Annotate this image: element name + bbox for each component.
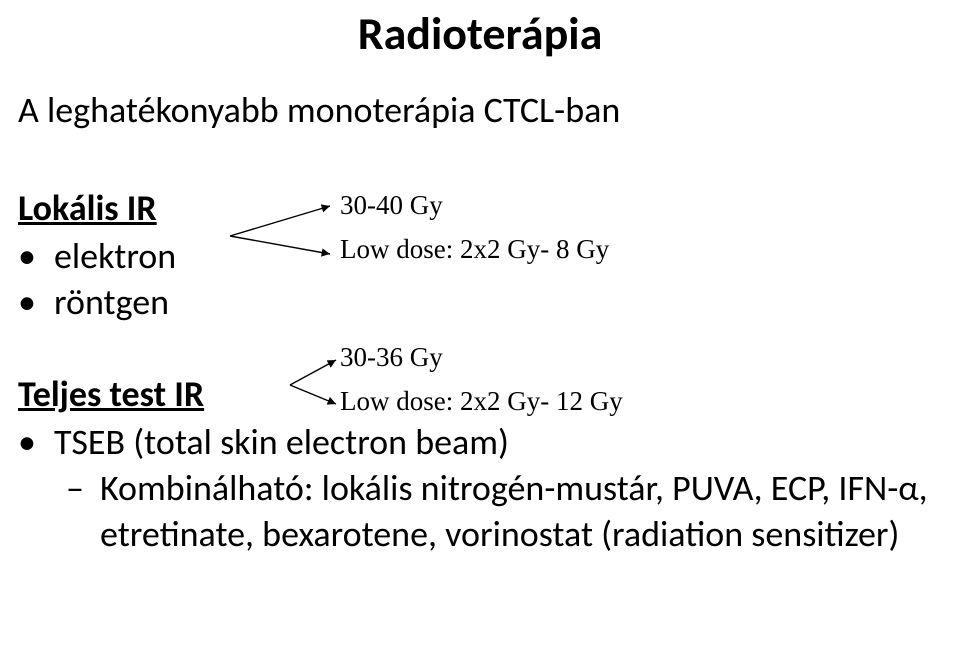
dash-icon: – [66, 466, 100, 510]
section2-subitem-label: etretinate, bexarotene, vorinostat (radi… [100, 512, 899, 556]
dash-icon [66, 512, 100, 556]
section1-item-label: röntgen [54, 280, 169, 324]
section1-item: •elektron [18, 234, 176, 278]
section2-subitem: –Kombinálható: lokális nitrogén-mustár, … [66, 466, 928, 510]
section1-item-label: elektron [54, 234, 176, 278]
section1-item: •röntgen [18, 280, 169, 324]
section2-subitem-label: Kombinálható: lokális nitrogén-mustár, P… [100, 466, 928, 510]
bullet-icon: • [18, 420, 54, 464]
section2-note: Low dose: 2x2 Gy- 12 Gy [340, 386, 623, 417]
section2-item-label: TSEB (total skin electron beam) [54, 420, 509, 464]
slide-subtitle: A leghatékonyabb monoterápia CTCL-ban [18, 88, 620, 132]
branch-arrow-icon [230, 196, 340, 276]
section1-note: 30-40 Gy [340, 190, 443, 221]
slide-title: Radioterápia [0, 6, 960, 62]
section1-heading: Lokális IR [18, 186, 157, 230]
section2-subitem-cont: etretinate, bexarotene, vorinostat (radi… [66, 512, 899, 556]
slide: Radioterápia A leghatékonyabb monoterápi… [0, 0, 960, 669]
bullet-icon: • [18, 280, 54, 324]
section1-note: Low dose: 2x2 Gy- 8 Gy [340, 234, 609, 265]
branch-arrow-icon [290, 350, 350, 420]
bullet-icon: • [18, 234, 54, 278]
section2-item: •TSEB (total skin electron beam) [18, 420, 509, 464]
section2-heading: Teljes test IR [18, 372, 204, 416]
section2-note: 30-36 Gy [340, 342, 443, 373]
